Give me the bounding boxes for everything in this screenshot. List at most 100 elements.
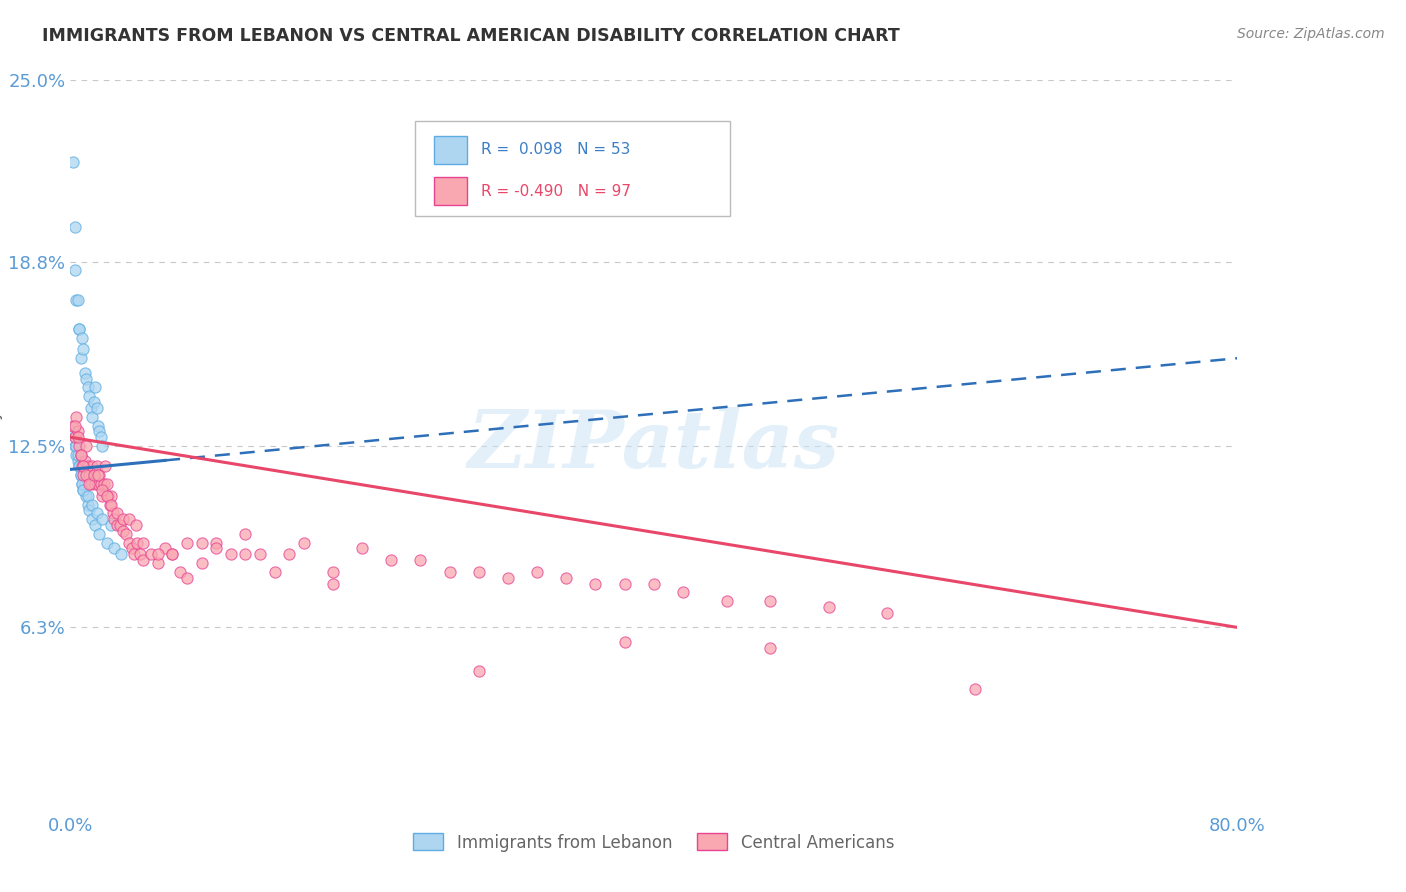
Point: [65, 439, 87, 453]
Point: [468, 665, 491, 679]
Point: [91, 489, 114, 503]
Point: [219, 547, 242, 561]
Point: [249, 547, 271, 561]
Point: [90, 477, 112, 491]
Point: [66, 425, 89, 439]
Point: [496, 571, 519, 585]
Point: [63, 430, 86, 444]
Point: [69, 468, 91, 483]
Point: [100, 518, 122, 533]
Point: [83, 468, 105, 483]
Point: [111, 512, 134, 526]
Point: [94, 459, 117, 474]
Point: [70, 477, 93, 491]
Point: [103, 541, 125, 556]
Point: [75, 439, 97, 453]
Point: [100, 498, 122, 512]
Point: [322, 565, 344, 579]
Point: [91, 439, 114, 453]
Point: [233, 547, 256, 561]
Point: [82, 409, 104, 424]
Legend: Immigrants from Lebanon, Central Americans: Immigrants from Lebanon, Central America…: [406, 827, 901, 858]
Point: [585, 576, 607, 591]
Point: [613, 576, 636, 591]
Point: [67, 322, 90, 336]
Point: [67, 322, 90, 336]
Point: [62, 418, 84, 433]
Point: [67, 459, 90, 474]
Point: [91, 483, 114, 497]
Point: [73, 477, 96, 491]
Point: [65, 293, 87, 307]
Point: [190, 535, 212, 549]
Point: [89, 526, 111, 541]
Point: [87, 468, 110, 483]
Point: [127, 535, 149, 549]
Point: [62, 155, 84, 169]
Point: [643, 576, 665, 591]
Point: [70, 459, 93, 474]
Point: [69, 448, 91, 462]
Point: [84, 477, 107, 491]
Point: [169, 565, 191, 579]
Point: [96, 477, 118, 491]
Point: [118, 535, 141, 549]
Point: [613, 635, 636, 649]
Point: [105, 518, 128, 533]
Point: [67, 459, 90, 474]
Point: [82, 498, 104, 512]
Point: [75, 489, 97, 503]
Point: [292, 535, 315, 549]
Point: [162, 547, 184, 561]
Point: [125, 518, 148, 533]
Point: [66, 453, 89, 467]
Text: Source: ZipAtlas.com: Source: ZipAtlas.com: [1237, 27, 1385, 41]
Point: [63, 418, 86, 433]
Point: [124, 547, 146, 561]
Point: [72, 468, 94, 483]
Text: IMMIGRANTS FROM LEBANON VS CENTRAL AMERICAN DISABILITY CORRELATION CHART: IMMIGRANTS FROM LEBANON VS CENTRAL AMERI…: [42, 27, 900, 45]
Point: [90, 430, 112, 444]
Point: [65, 448, 87, 462]
Point: [87, 418, 110, 433]
Point: [96, 489, 118, 503]
Point: [176, 535, 198, 549]
Point: [91, 512, 114, 526]
FancyBboxPatch shape: [434, 136, 467, 163]
Point: [66, 430, 89, 444]
Point: [83, 468, 105, 483]
Point: [63, 219, 86, 234]
Point: [87, 477, 110, 491]
Point: [72, 343, 94, 357]
Point: [108, 518, 131, 533]
Point: [278, 547, 301, 561]
Text: ZIPatlas: ZIPatlas: [468, 408, 839, 484]
Point: [69, 351, 91, 366]
Point: [132, 553, 155, 567]
Point: [129, 547, 152, 561]
Point: [77, 389, 100, 403]
Point: [468, 565, 491, 579]
Point: [72, 459, 94, 474]
Point: [132, 535, 155, 549]
Point: [67, 439, 90, 453]
Point: [77, 503, 100, 517]
Point: [409, 553, 432, 567]
Point: [716, 594, 738, 608]
Point: [162, 547, 184, 561]
Point: [100, 489, 122, 503]
Point: [77, 477, 100, 491]
Point: [114, 526, 136, 541]
Point: [205, 535, 228, 549]
Point: [98, 498, 121, 512]
Point: [176, 571, 198, 585]
Point: [153, 541, 176, 556]
Point: [818, 599, 841, 614]
Point: [111, 524, 134, 538]
Point: [83, 395, 105, 409]
Point: [205, 541, 228, 556]
Point: [73, 366, 96, 380]
Point: [146, 547, 169, 561]
Point: [66, 293, 89, 307]
Point: [352, 541, 374, 556]
